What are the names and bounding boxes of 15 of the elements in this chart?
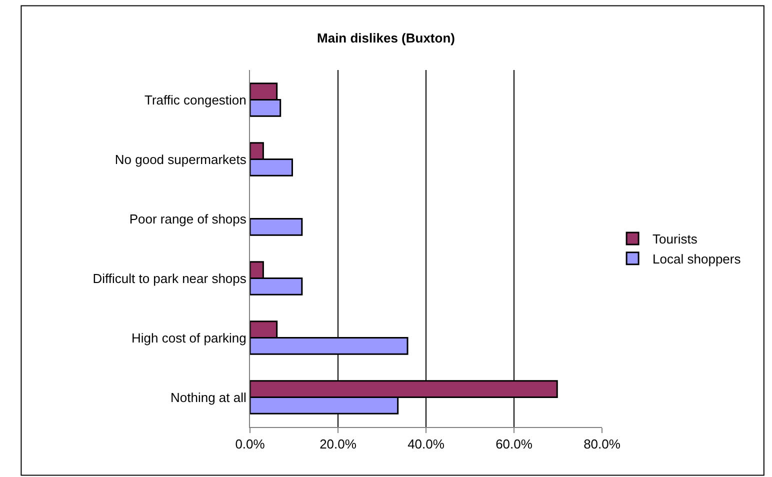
y-tick-label: Nothing at all xyxy=(170,390,246,405)
y-tick-label: High cost of parking xyxy=(131,330,246,346)
bar xyxy=(250,218,303,236)
x-tick-label: 60.0% xyxy=(496,436,533,452)
legend-label: Local shoppers xyxy=(652,251,742,266)
legend-label: Tourists xyxy=(652,232,698,247)
x-tick-label: 80.0% xyxy=(584,436,621,452)
x-tick-label: 0.0% xyxy=(235,436,266,452)
chart-title: Main dislikes (Buxton) xyxy=(317,30,455,46)
y-tick-label: Poor range of shops xyxy=(129,211,247,226)
y-tick-label: No good supermarkets xyxy=(114,152,247,167)
y-tick-label: Difficult to park near shops xyxy=(92,270,247,286)
x-tick-label: 20.0% xyxy=(320,436,357,452)
x-tick-label: 40.0% xyxy=(408,436,445,452)
y-tick-label: Traffic congestion xyxy=(144,92,246,108)
